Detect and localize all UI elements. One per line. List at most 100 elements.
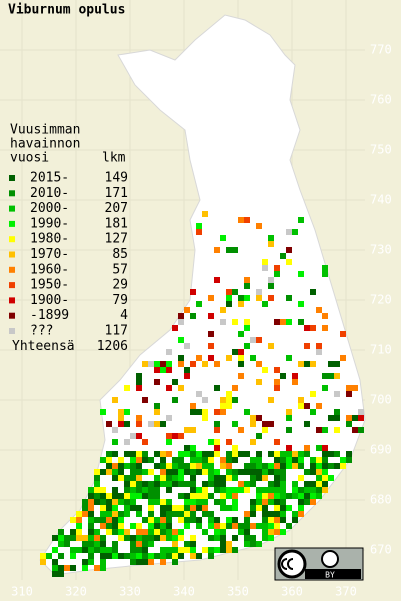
legend-swatch bbox=[9, 297, 15, 304]
square bbox=[136, 505, 142, 511]
square bbox=[304, 499, 310, 505]
square bbox=[178, 457, 184, 463]
square bbox=[280, 505, 286, 511]
square bbox=[88, 511, 94, 517]
square bbox=[166, 535, 172, 541]
square bbox=[166, 367, 172, 373]
square bbox=[196, 301, 202, 307]
square bbox=[220, 457, 226, 463]
square bbox=[316, 307, 322, 313]
square bbox=[148, 505, 154, 511]
square bbox=[106, 529, 112, 535]
square bbox=[190, 445, 196, 451]
square bbox=[226, 391, 232, 397]
square bbox=[172, 397, 178, 403]
square bbox=[334, 391, 340, 397]
square bbox=[106, 553, 112, 559]
square bbox=[112, 553, 118, 559]
square bbox=[184, 547, 190, 553]
square bbox=[166, 415, 172, 421]
square bbox=[256, 475, 262, 481]
square bbox=[166, 385, 172, 391]
square bbox=[64, 541, 70, 547]
square bbox=[184, 541, 190, 547]
square bbox=[274, 379, 280, 385]
square bbox=[232, 451, 238, 457]
square bbox=[124, 487, 130, 493]
x-tick-label: 330 bbox=[119, 585, 141, 599]
square bbox=[106, 421, 112, 427]
square bbox=[220, 499, 226, 505]
square bbox=[178, 529, 184, 535]
square bbox=[112, 469, 118, 475]
square bbox=[232, 535, 238, 541]
cc-icon bbox=[277, 549, 307, 579]
square bbox=[220, 475, 226, 481]
square bbox=[40, 553, 46, 559]
legend-count: 117 bbox=[105, 324, 128, 339]
square bbox=[250, 337, 256, 343]
square bbox=[268, 493, 274, 499]
square bbox=[148, 535, 154, 541]
legend-count: 29 bbox=[112, 278, 128, 293]
square bbox=[100, 565, 106, 571]
square bbox=[346, 421, 352, 427]
square bbox=[166, 439, 172, 445]
square bbox=[100, 457, 106, 463]
square bbox=[250, 415, 256, 421]
square bbox=[166, 499, 172, 505]
square bbox=[208, 439, 214, 445]
square bbox=[184, 463, 190, 469]
square bbox=[238, 349, 244, 355]
square bbox=[304, 493, 310, 499]
square bbox=[238, 529, 244, 535]
square bbox=[340, 463, 346, 469]
square bbox=[280, 373, 286, 379]
square bbox=[154, 529, 160, 535]
square bbox=[118, 511, 124, 517]
square bbox=[112, 475, 118, 481]
square bbox=[190, 505, 196, 511]
square bbox=[256, 337, 262, 343]
square bbox=[178, 511, 184, 517]
y-tick-label: 760 bbox=[370, 93, 392, 107]
square bbox=[118, 535, 124, 541]
square bbox=[250, 541, 256, 547]
square bbox=[292, 487, 298, 493]
square bbox=[274, 385, 280, 391]
square bbox=[244, 535, 250, 541]
square bbox=[160, 529, 166, 535]
square bbox=[262, 511, 268, 517]
square bbox=[142, 535, 148, 541]
square bbox=[190, 511, 196, 517]
square bbox=[142, 559, 148, 565]
square bbox=[322, 427, 328, 433]
square bbox=[100, 553, 106, 559]
square bbox=[124, 481, 130, 487]
square bbox=[244, 511, 250, 517]
square bbox=[166, 487, 172, 493]
square bbox=[190, 457, 196, 463]
square bbox=[262, 421, 268, 427]
square bbox=[316, 349, 322, 355]
square bbox=[112, 439, 118, 445]
square bbox=[142, 529, 148, 535]
square bbox=[232, 247, 238, 253]
square bbox=[178, 433, 184, 439]
square bbox=[244, 325, 250, 331]
square bbox=[214, 529, 220, 535]
square bbox=[172, 481, 178, 487]
square bbox=[310, 409, 316, 415]
square bbox=[178, 493, 184, 499]
square bbox=[94, 541, 100, 547]
square bbox=[178, 469, 184, 475]
square bbox=[88, 541, 94, 547]
square bbox=[148, 457, 154, 463]
square bbox=[232, 517, 238, 523]
square bbox=[100, 409, 106, 415]
square bbox=[208, 481, 214, 487]
square bbox=[232, 421, 238, 427]
square bbox=[190, 427, 196, 433]
square bbox=[124, 463, 130, 469]
square bbox=[334, 451, 340, 457]
